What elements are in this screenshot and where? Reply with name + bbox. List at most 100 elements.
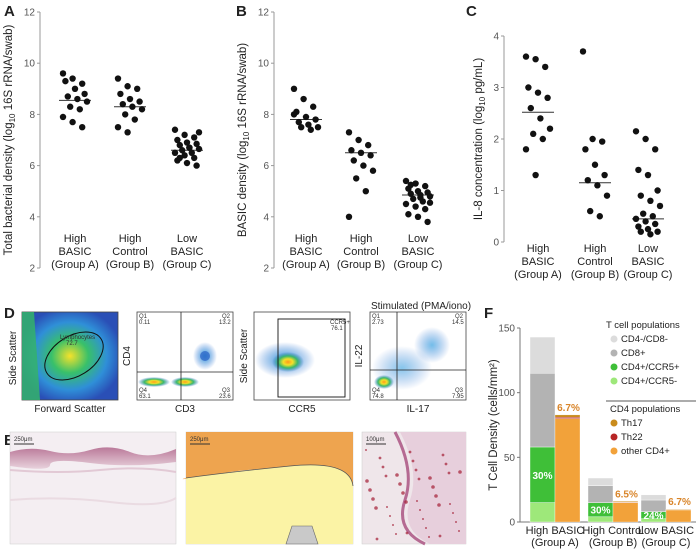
data-point [637,228,644,235]
ccr5-gate [277,318,346,398]
data-point [295,118,302,126]
data-point [314,124,322,131]
data-point [522,53,530,60]
data-point [402,200,410,208]
bar-percent-label: 30% [590,506,610,517]
data-point [126,95,134,103]
bar-percent-label: 24% [643,511,663,522]
bar-segment [587,485,614,503]
data-point [345,213,353,220]
histology-image-1: 250μm [9,431,177,545]
quadrant-q2-value: 14.5 [452,320,464,326]
category-label: Low [638,243,658,255]
stain-dot [449,503,451,505]
data-point [62,77,69,85]
y-tick-label: 0 [509,518,515,529]
flow-xlabel: CCR5 [288,404,316,415]
data-point [188,149,195,156]
category-label: (Group C) [624,269,673,281]
data-point [426,199,434,206]
bar-segment [587,516,614,523]
category-label: BASIC [631,256,664,268]
data-point [310,103,317,110]
bar-segment [554,418,581,523]
category-label: High [584,243,607,255]
y-tick-label: 6 [263,161,269,172]
scale-bar-label: 250μm [14,437,32,443]
data-point [367,152,374,159]
stain-dot [408,450,412,454]
cd-stain-dots [365,449,462,541]
data-point [67,103,74,110]
data-point [642,218,649,225]
quadrant-q2: Q2 [455,314,464,320]
gate-value: 72.7 [66,341,78,347]
bar-panel-f: 0 50 100 150 T Cell Density (cells/mm²) 30% 6.… [488,324,696,549]
bar-segment [612,501,639,503]
stimulated-title: Stimulated (PMA/iono) [371,301,471,312]
data-point [129,103,136,110]
data-point [652,146,659,153]
data-point [422,205,429,213]
stain-dot [411,459,415,463]
legend-marker [610,377,618,385]
data-point [527,104,534,112]
quadrant-q1-value: 2.73 [372,320,384,326]
data-point [171,149,179,156]
data-point [546,125,554,132]
stain-dot [384,474,388,478]
data-point [640,210,647,217]
quadrant-q4-value: 74.8 [372,394,384,400]
y-tick-label: 4 [29,212,35,223]
legend-label: CD8+ [621,348,646,359]
data-point [138,106,146,113]
data-point [422,182,429,190]
category-label: (Group C) [394,259,443,271]
flow-population [414,327,450,363]
flow-plot-il17-il22: Stimulated (PMA/iono) Q1 2.73 Q2 14.5 Q3… [354,301,471,415]
bar-segment [640,494,667,501]
data-point [596,213,603,220]
stain-dot [447,471,451,475]
flow-population-core [200,351,210,361]
category-label: BASIC [289,246,322,258]
data-point [522,146,530,153]
flow-population [272,352,304,372]
data-point [69,118,76,126]
category-label: (Group C) [642,537,691,549]
stain-dot [444,462,448,466]
data-point [579,48,587,55]
stain-dot [381,465,385,469]
data-point [353,175,360,182]
scale-bar-label: 100μm [366,437,384,443]
y-tick-label: 4 [493,32,499,43]
data-point [119,100,127,108]
legend-marker [610,349,618,357]
data-point [300,95,307,103]
stain-dot [458,530,460,532]
data-point [405,211,412,218]
excluded-region [285,525,319,545]
y-tick-label: 150 [498,324,515,335]
bar-segment [529,446,556,503]
data-point [83,98,91,105]
data-point [599,138,606,145]
stroma-segmentation [186,464,353,544]
y-tick-label: 12 [24,8,36,19]
data-point [174,136,181,144]
bar-segment [587,477,614,486]
stain-dot [437,503,441,507]
data-point [417,194,424,201]
data-point [59,113,67,121]
stain-dot [404,500,408,504]
category-label: (Group B) [337,259,385,271]
data-point [414,213,422,220]
flow-population [374,375,394,389]
y-tick-label: 2 [263,264,269,275]
data-point [64,93,72,100]
stain-dot [434,494,438,498]
stain-dot [441,453,445,457]
legend-label: CD4+/CCR5- [621,376,677,387]
y-tick-label: 8 [263,110,269,121]
flow-ylabel: IL-22 [354,344,365,367]
